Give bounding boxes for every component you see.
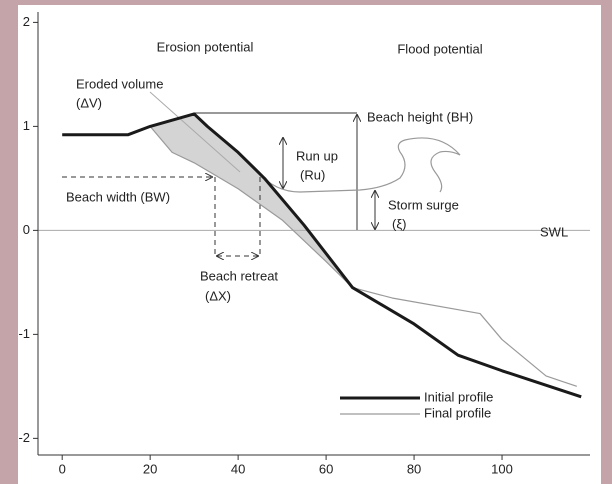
eroded-leader <box>149 91 241 173</box>
annotation: (ΔV) <box>76 95 102 110</box>
annotation: Beach height (BH) <box>367 109 473 124</box>
y-tick-label: 0 <box>23 222 30 237</box>
legend-label: Initial profile <box>424 389 493 404</box>
x-tick-label: 100 <box>491 461 513 476</box>
y-tick-label: 1 <box>23 118 30 133</box>
annotation: Beach width (BW) <box>66 189 170 204</box>
profile-line <box>149 126 577 387</box>
y-tick-label: -1 <box>18 326 30 341</box>
annotation: Storm surge <box>388 197 459 212</box>
wave-shape <box>257 137 461 193</box>
legend-label: Final profile <box>424 405 491 420</box>
annotation: Erosion potential <box>157 39 254 54</box>
annotation: Run up <box>296 148 338 163</box>
x-tick-label: 80 <box>407 461 421 476</box>
x-tick-label: 40 <box>231 461 245 476</box>
eroded-area <box>150 113 353 288</box>
y-tick-label: 2 <box>23 14 30 29</box>
annotation: SWL <box>540 224 568 239</box>
annotation: Eroded volume <box>76 76 163 91</box>
x-tick-label: 20 <box>143 461 157 476</box>
annotation: Flood potential <box>397 41 482 56</box>
annotation: Beach retreat <box>200 268 278 283</box>
annotation: (ΔX) <box>205 288 231 303</box>
x-tick-label: 0 <box>59 461 66 476</box>
annotation-shapes <box>62 91 461 415</box>
y-tick-label: -2 <box>18 430 30 445</box>
x-tick-label: 60 <box>319 461 333 476</box>
profile-line <box>62 112 582 399</box>
annotation: (ξ) <box>392 216 406 231</box>
annotation: (Ru) <box>300 167 325 182</box>
